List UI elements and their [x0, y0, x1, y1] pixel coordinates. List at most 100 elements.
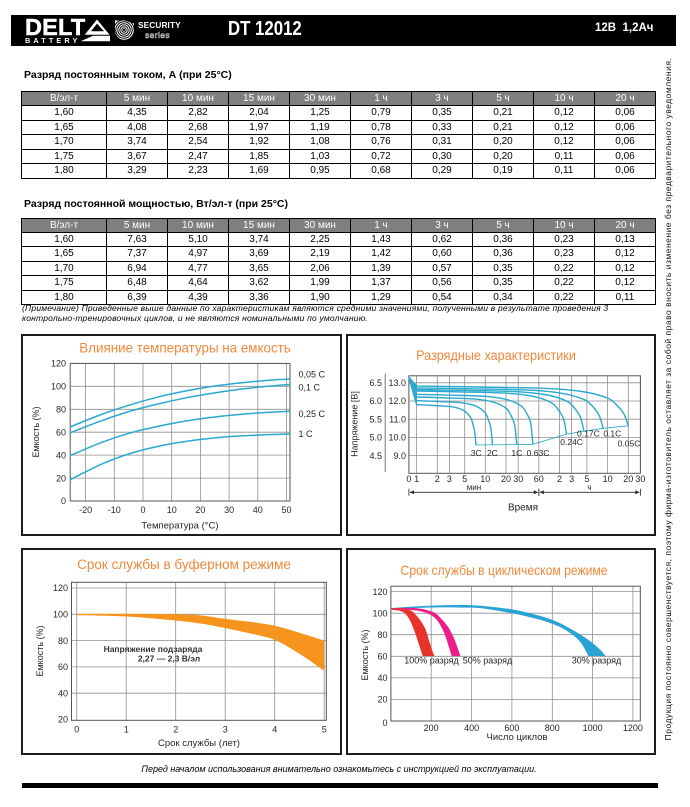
svg-text:0: 0 [140, 505, 145, 515]
svg-text:80: 80 [56, 405, 66, 415]
svg-text:40: 40 [58, 688, 68, 698]
svg-text:DELT: DELT [25, 17, 86, 40]
svg-text:2,27 — 2,3 В/эл: 2,27 — 2,3 В/эл [138, 654, 200, 664]
svg-text:5: 5 [462, 474, 467, 484]
svg-text:800: 800 [545, 723, 560, 733]
svg-text:10: 10 [167, 505, 177, 515]
svg-text:20: 20 [377, 695, 387, 705]
svg-text:0,1 C: 0,1 C [299, 383, 321, 393]
svg-text:80: 80 [377, 630, 387, 640]
svg-text:30: 30 [224, 505, 234, 515]
svg-text:1000: 1000 [583, 723, 603, 733]
svg-text:3: 3 [569, 474, 574, 484]
svg-text:1: 1 [124, 725, 129, 735]
svg-text:0: 0 [74, 725, 79, 735]
svg-text:11.0: 11.0 [389, 414, 406, 424]
svg-text:0.17C: 0.17C [577, 429, 600, 439]
svg-text:120: 120 [372, 587, 387, 597]
svg-text:series: series [145, 30, 170, 40]
svg-text:100: 100 [53, 610, 68, 620]
svg-text:30% разряд: 30% разряд [572, 656, 622, 666]
svg-text:2C: 2C [487, 448, 498, 458]
svg-text:40: 40 [377, 673, 387, 683]
svg-text:60: 60 [534, 474, 544, 484]
svg-text:2: 2 [173, 725, 178, 735]
svg-text:Срок службы (лет): Срок службы (лет) [158, 738, 240, 749]
svg-text:5: 5 [584, 474, 589, 484]
svg-text:100% разряд: 100% разряд [404, 656, 459, 666]
svg-text:ч: ч [587, 483, 591, 492]
svg-text:20: 20 [58, 715, 68, 725]
svg-text:4.5: 4.5 [369, 451, 382, 461]
svg-text:Емкость (%): Емкость (%) [35, 625, 45, 676]
svg-text:20: 20 [56, 473, 66, 483]
svg-text:0.24C: 0.24C [560, 437, 583, 447]
svg-text:2: 2 [557, 474, 562, 484]
svg-text:SECURITY: SECURITY [138, 20, 181, 30]
svg-text:6.5: 6.5 [369, 378, 382, 388]
svg-text:0.63C: 0.63C [527, 448, 550, 458]
svg-text:Напряжение [В]: Напряжение [В] [350, 391, 360, 457]
svg-text:Температура (°C): Температура (°C) [141, 521, 218, 532]
svg-text:Число циклов: Число циклов [487, 732, 548, 743]
svg-text:200: 200 [424, 723, 439, 733]
svg-text:мин: мин [467, 483, 481, 492]
svg-text:Емкость (%): Емкость (%) [360, 629, 370, 680]
svg-text:10.0: 10.0 [388, 433, 406, 443]
svg-text:100: 100 [372, 608, 387, 618]
svg-text:0,05 C: 0,05 C [299, 370, 326, 380]
svg-text:50% разряд: 50% разряд [463, 656, 513, 666]
svg-text:Время: Время [508, 503, 538, 514]
svg-text:20: 20 [195, 505, 205, 515]
svg-text:5.0: 5.0 [369, 433, 382, 443]
svg-text:1C: 1C [511, 448, 522, 458]
svg-text:30: 30 [635, 474, 645, 484]
svg-text:1: 1 [414, 474, 419, 484]
svg-text:20: 20 [623, 474, 633, 484]
svg-text:100: 100 [51, 382, 66, 392]
svg-text:50: 50 [281, 505, 291, 515]
svg-text:-20: -20 [79, 505, 92, 515]
svg-text:5: 5 [322, 725, 327, 735]
svg-text:Емкость (%): Емкость (%) [31, 406, 41, 457]
svg-text:40: 40 [56, 450, 66, 460]
svg-text:9.0: 9.0 [393, 451, 406, 461]
svg-text:60: 60 [377, 652, 387, 662]
svg-text:0.1C: 0.1C [603, 429, 621, 439]
svg-text:Срок службы в буферном режиме: Срок службы в буферном режиме [77, 557, 291, 572]
svg-text:3: 3 [223, 725, 228, 735]
svg-text:30: 30 [513, 474, 523, 484]
svg-text:Напряжение подзаряда: Напряжение подзаряда [104, 644, 203, 654]
svg-text:13.0: 13.0 [388, 378, 406, 388]
svg-text:120: 120 [53, 583, 68, 593]
svg-text:40: 40 [253, 505, 263, 515]
svg-text:10: 10 [480, 474, 490, 484]
svg-text:12.0: 12.0 [388, 396, 406, 406]
svg-text:400: 400 [464, 723, 479, 733]
svg-text:60: 60 [58, 662, 68, 672]
svg-text:6.0: 6.0 [369, 396, 382, 406]
svg-text:3C: 3C [471, 448, 482, 458]
svg-text:1 C: 1 C [299, 429, 314, 439]
svg-text:5.5: 5.5 [369, 414, 382, 424]
svg-text:0: 0 [61, 496, 66, 506]
svg-text:1200: 1200 [623, 723, 643, 733]
svg-text:0: 0 [406, 474, 411, 484]
svg-text:Влияние температуры на емкость: Влияние температуры на емкость [79, 340, 291, 355]
svg-text:10: 10 [603, 474, 613, 484]
svg-text:Срок службы в циклическом режи: Срок службы в циклическом режиме [401, 562, 608, 578]
svg-text:-10: -10 [108, 505, 121, 515]
svg-text:80: 80 [58, 636, 68, 646]
svg-text:60: 60 [56, 427, 66, 437]
svg-text:4: 4 [272, 725, 277, 735]
svg-text:120: 120 [51, 359, 66, 369]
svg-text:0,25 C: 0,25 C [299, 409, 326, 419]
svg-text:2: 2 [435, 474, 440, 484]
svg-text:3: 3 [447, 474, 452, 484]
svg-text:0: 0 [382, 718, 387, 728]
svg-text:20: 20 [501, 474, 511, 484]
svg-text:Разрядные характеристики: Разрядные характеристики [416, 347, 576, 363]
svg-text:BATTERY: BATTERY [25, 36, 81, 45]
svg-text:0.05C: 0.05C [618, 439, 641, 449]
svg-text:600: 600 [504, 723, 519, 733]
